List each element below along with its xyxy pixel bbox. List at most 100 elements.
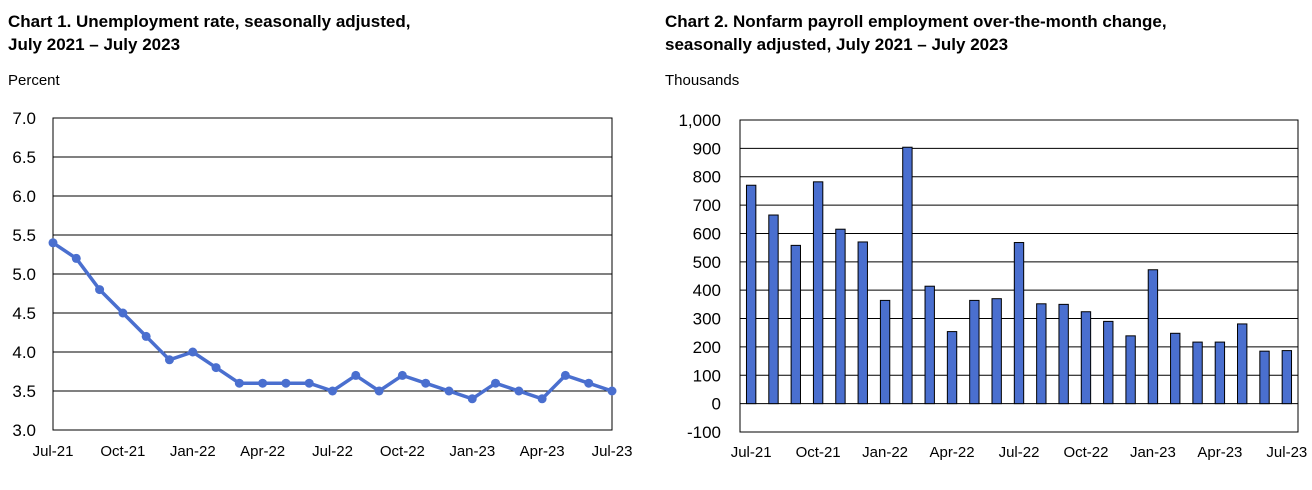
chart2-bar: [1125, 335, 1136, 405]
chart2-plot-frame: [739, 119, 1299, 433]
chart2-title-line1: Chart 2. Nonfarm payroll employment over…: [665, 12, 1167, 31]
chart1-y-tick-label: 4.0: [12, 343, 36, 362]
chart2-y-unit-label: Thousands: [665, 72, 740, 89]
chart1-data-point: [514, 386, 524, 396]
chart1-title-line1: Chart 1. Unemployment rate, seasonally a…: [8, 12, 411, 31]
chart1-x-tick-label: Jan-23: [449, 443, 495, 460]
chart1-data-point: [304, 378, 314, 388]
chart2-bar: [1036, 303, 1047, 405]
chart2-x-tick-label: Jul-23: [1266, 444, 1307, 461]
chart1-y-unit-label: Percent: [8, 72, 60, 89]
chart2-y-tick-label: 700: [693, 196, 721, 215]
chart1-data-point: [141, 331, 151, 341]
chart1-plot-frame: [52, 117, 613, 431]
chart1-data-point: [211, 363, 221, 373]
chart1-x-tick-label: Jan-22: [170, 443, 216, 460]
chart2-x-tick-label: Apr-23: [1197, 444, 1242, 461]
chart1-y-tick-label: 6.5: [12, 148, 36, 167]
chart1-y-tick-label: 6.0: [12, 187, 36, 206]
chart1-data-point: [607, 386, 617, 396]
chart2-bar: [1214, 341, 1226, 405]
chart1-data-point: [234, 378, 244, 388]
chart1-y-tick-label: 3.5: [12, 382, 36, 401]
chart2-bar: [835, 228, 846, 405]
chart1-title-line2: July 2021 – July 2023: [8, 35, 181, 54]
chart2-x-tick-label: Oct-22: [1063, 444, 1108, 461]
chart2-bar: [1058, 303, 1069, 405]
chart2-x-tick-label: Jan-23: [1130, 444, 1176, 461]
chart2-bar: [857, 241, 868, 405]
chart1-data-point: [397, 370, 407, 380]
chart1-data-point: [95, 285, 105, 295]
chart2-y-tick-label: 300: [693, 310, 721, 329]
chart1-x-tick-label: Oct-21: [100, 443, 145, 460]
chart1-data-point: [71, 253, 81, 263]
chart2-bar: [969, 299, 980, 405]
chart1-data-point: [584, 378, 594, 388]
chart2-bar: [1147, 269, 1159, 405]
chart1-y-tick-label: 7.0: [12, 109, 36, 128]
chart1-data-point: [491, 378, 501, 388]
chart1-y-tick-label: 5.0: [12, 265, 36, 284]
chart2-bar: [1259, 350, 1270, 405]
chart1-data-point: [328, 386, 337, 396]
chart1-data-point: [48, 238, 58, 248]
chart2-y-tick-label: -100: [687, 423, 721, 442]
chart2-title-line2: seasonally adjusted, July 2021 – July 20…: [665, 35, 1009, 54]
chart2-bar: [745, 184, 757, 405]
chart1-x-tick-label: Oct-22: [380, 443, 425, 460]
chart2-title: Chart 2. Nonfarm payroll employment over…: [665, 10, 1167, 56]
chart1-x-tick-label: Jul-23: [592, 443, 633, 460]
chart1-data-point: [537, 394, 547, 404]
chart2-y-tick-label: 200: [693, 338, 721, 357]
chart2-y-tick-label: 800: [693, 168, 721, 187]
chart1-data-point: [560, 370, 570, 380]
chart2-y-tick-label: 600: [693, 224, 721, 243]
chart2-y-tick-label: 1,000: [678, 111, 721, 130]
chart2-y-tick-label: 400: [693, 281, 721, 300]
chart2-bar: [790, 244, 801, 405]
chart2-x-tick-label: Jan-22: [862, 444, 908, 461]
chart1-data-point: [374, 386, 384, 396]
chart1-y-tick-label: 3.0: [12, 421, 36, 440]
chart2-bar: [1080, 311, 1092, 405]
chart1-x-tick-label: Jul-21: [33, 443, 74, 460]
chart2-y-tick-label: 500: [693, 253, 721, 272]
chart2-bar: [812, 181, 824, 405]
chart2-y-tick-label: 100: [693, 366, 721, 385]
chart1-data-point: [444, 386, 454, 396]
chart2-bar: [1192, 341, 1203, 405]
chart1-x-tick-label: Jul-22: [312, 443, 353, 460]
chart1-data-point: [118, 308, 128, 318]
chart2-bar: [991, 298, 1002, 405]
chart2-bar: [924, 285, 935, 405]
chart2-bar: [1013, 242, 1025, 405]
chart1-x-tick-label: Apr-22: [240, 443, 285, 460]
chart2-bar: [768, 214, 779, 405]
chart1-data-point: [351, 370, 361, 380]
chart2-x-tick-label: Jul-22: [999, 444, 1040, 461]
chart1-data-point: [421, 378, 431, 388]
chart2-bar: [879, 299, 891, 405]
chart1-title: Chart 1. Unemployment rate, seasonally a…: [8, 10, 410, 56]
chart1-data-point: [188, 347, 198, 357]
chart1-y-tick-label: 4.5: [12, 304, 36, 323]
chart2-bar: [1281, 350, 1293, 405]
chart1-data-point: [281, 378, 291, 388]
chart2-x-tick-label: Oct-21: [796, 444, 841, 461]
chart1-x-tick-label: Apr-23: [520, 443, 565, 460]
chart1-data-point: [467, 394, 477, 404]
chart2-x-tick-label: Apr-22: [930, 444, 975, 461]
chart2-bar: [1237, 323, 1248, 405]
chart2-bar: [1103, 320, 1114, 405]
chart2-y-tick-label: 900: [693, 139, 721, 158]
chart2-y-tick-label: 0: [712, 395, 721, 414]
chart2-bar: [1170, 332, 1181, 405]
chart1-data-point: [164, 355, 174, 365]
chart2-bar: [902, 146, 913, 405]
chart2-bar: [946, 331, 958, 405]
chart1-data-point: [258, 378, 268, 388]
chart1-series-line: [52, 241, 613, 401]
chart2-x-tick-label: Jul-21: [731, 444, 772, 461]
